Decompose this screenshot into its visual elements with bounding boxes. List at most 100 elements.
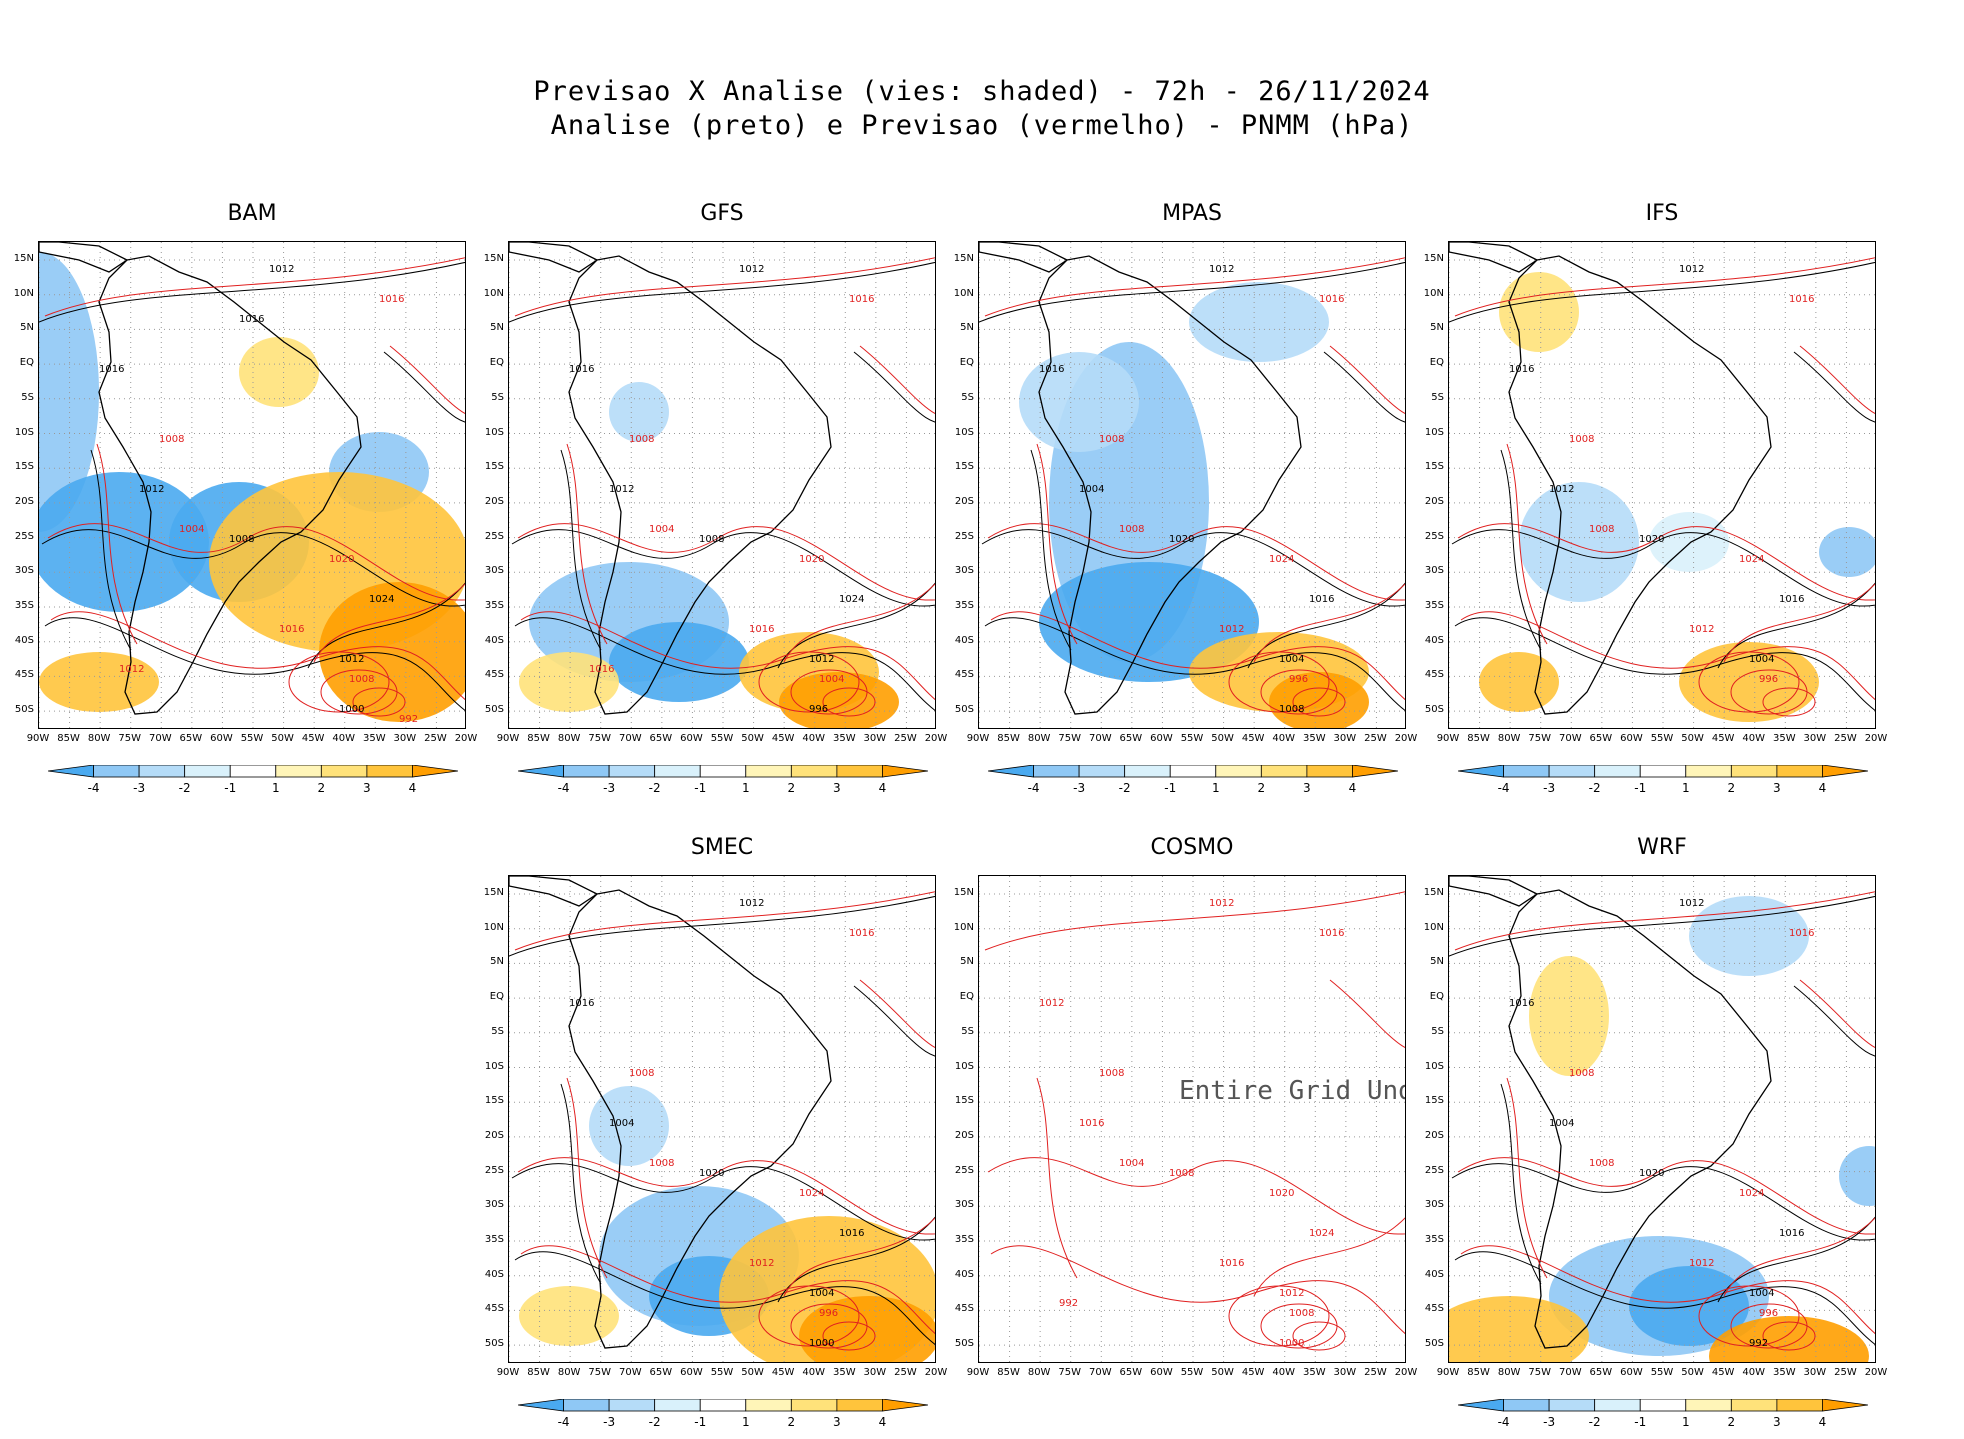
lat-label: 35S [1424, 600, 1444, 611]
lat-label: 50S [484, 1338, 504, 1350]
analysis-isobar [514, 1251, 935, 1346]
forecast-isobar [859, 345, 935, 414]
lon-label: 45W [1711, 1367, 1735, 1378]
colorbar-segment [1457, 764, 1504, 778]
analysis-isobar [44, 617, 465, 712]
lon-label: 85W [997, 733, 1020, 744]
isobar-label: 1000 [1279, 1338, 1304, 1349]
coastline [509, 242, 599, 273]
forecast-isobar [352, 687, 406, 717]
lon-label: 80W [1027, 733, 1051, 744]
forecast-isobar [389, 345, 465, 414]
colorbar-tick: 4 [1348, 781, 1357, 795]
colorbar-segment [1639, 1398, 1687, 1412]
lon-label: 25W [894, 733, 917, 744]
lon-label: 65W [179, 733, 203, 744]
lon-label: 80W [1497, 1367, 1521, 1378]
colorbar-segment [699, 764, 747, 778]
forecast-isobar [1253, 583, 1405, 663]
bias-shading [519, 652, 619, 712]
lon-label: 35W [1302, 733, 1326, 744]
analysis-isobar [1449, 895, 1875, 957]
analysis-isobar [383, 351, 465, 423]
bias-shading [1689, 896, 1809, 976]
isobar-label: 1016 [589, 664, 614, 675]
analysis-isobar [509, 895, 935, 957]
lat-label: 20S [954, 1129, 974, 1141]
analysis-isobar [1451, 1163, 1875, 1241]
lon-label: 65W [649, 733, 673, 744]
colorbar-segment [1730, 1398, 1778, 1412]
isobar-label: 1012 [139, 484, 164, 495]
isobar-label: 992 [1749, 1338, 1768, 1349]
isobar-label: 1012 [1219, 624, 1244, 635]
colorbar-tick: 3 [833, 781, 841, 795]
lat-label: 20S [1424, 1129, 1444, 1141]
lon-label: 85W [1467, 1367, 1490, 1378]
colorbar-tick: -2 [178, 781, 191, 795]
lon-label: 55W [1650, 1367, 1674, 1378]
lat-label: 15N [483, 253, 504, 264]
lat-label: 40S [1424, 634, 1444, 646]
colorbar-tick: 3 [1773, 781, 1781, 795]
colorbar-bar [1457, 1398, 1869, 1412]
colorbar-segment [93, 764, 140, 778]
isobar-label: 1020 [1639, 534, 1664, 545]
coastline [1508, 889, 1772, 1349]
colorbar-tick: -1 [1164, 781, 1177, 795]
lat-label: 40S [1424, 1268, 1444, 1280]
lat-label: 5N [1430, 956, 1444, 968]
isobar-label: 1016 [749, 624, 774, 635]
forecast-isobar [514, 257, 935, 317]
forecast-isobar [1329, 345, 1405, 414]
isobar-label: 1008 [349, 674, 374, 685]
lon-label: 85W [527, 733, 550, 744]
colorbar-tick: -2 [648, 781, 661, 795]
colorbar-tick: -3 [603, 781, 616, 795]
isobar-label: 1008 [1569, 1068, 1594, 1079]
isobar-label: 1000 [339, 704, 364, 715]
coastline [568, 889, 832, 1349]
lon-label: 70W [618, 1367, 642, 1378]
isobar-label: 1012 [1549, 484, 1574, 495]
undef-message: Entire Grid Undef [1179, 1076, 1405, 1106]
lat-label: 25S [1424, 1164, 1444, 1176]
colorbar-segment [563, 764, 610, 778]
analysis-isobar [853, 985, 935, 1057]
colorbar-segment [1352, 764, 1399, 778]
analysis-isobar [853, 351, 935, 423]
lon-label: 25W [424, 733, 447, 744]
colorbar-tick: -1 [1634, 1415, 1647, 1429]
lon-label: 35W [1302, 1367, 1326, 1378]
lon-label: 75W [118, 733, 142, 744]
bias-shading [1709, 1316, 1869, 1362]
lon-label: 60W [1150, 733, 1173, 744]
colorbar-tick: -2 [1588, 1415, 1601, 1429]
isobar-label: 1012 [1679, 898, 1704, 909]
coastline [509, 876, 599, 907]
colorbar-tick: 2 [1727, 1415, 1736, 1429]
isobar-label: 1016 [239, 314, 264, 325]
lat-label: 40S [954, 1268, 974, 1280]
colorbar-segment [1730, 764, 1778, 778]
lat-label: 10N [953, 921, 974, 933]
analysis-isobar [1454, 1251, 1875, 1346]
lon-label: 40W [802, 1367, 826, 1378]
isobar-label: 996 [1759, 674, 1778, 685]
lat-label: 20S [14, 495, 34, 507]
lat-label: 5N [960, 322, 974, 334]
lat-label: 15N [13, 253, 34, 264]
isobar-label: 996 [819, 1308, 838, 1319]
lon-label: 65W [1589, 733, 1613, 744]
isobar-label: 1004 [1119, 1158, 1144, 1169]
colorbar-bar [987, 764, 1399, 778]
map-plot: 1012 1016 1016 1008 1012 1008 1020 1024 1016 1012… [1449, 242, 1875, 728]
lon-label: 90W [496, 733, 520, 744]
bias-shading [519, 1286, 619, 1346]
isobar-label: 1016 [279, 624, 304, 635]
forecast-isobar [984, 891, 1405, 951]
lon-label: 75W [1528, 1367, 1552, 1378]
colorbar-tick: -3 [1073, 781, 1086, 795]
colorbar-segment [1776, 1398, 1823, 1412]
colorbar-tick: 2 [317, 781, 326, 795]
